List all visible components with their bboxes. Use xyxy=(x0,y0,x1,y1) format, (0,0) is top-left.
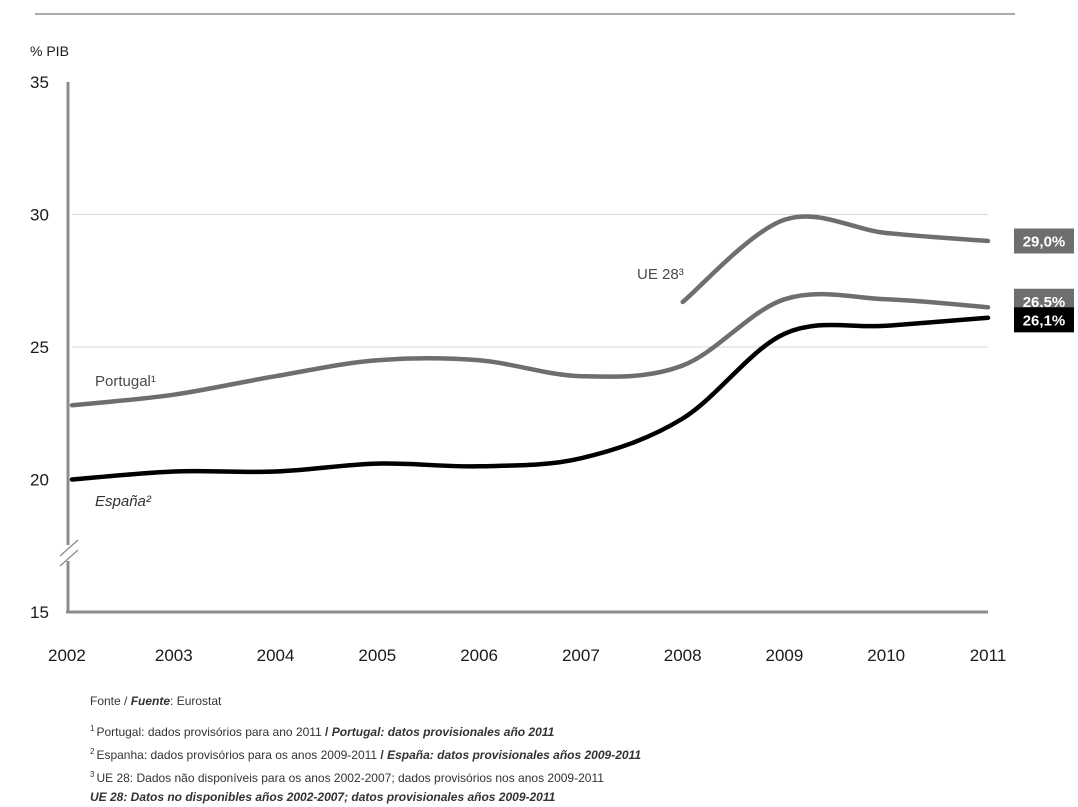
series-label-espana: España² xyxy=(95,493,152,510)
source-prefix: Fonte / xyxy=(90,694,131,708)
y-tick-labels: 15 20 25 30 35 xyxy=(30,73,49,622)
source-fuente: Fuente xyxy=(130,694,171,708)
x-tick-label: 2010 xyxy=(867,646,905,665)
footnote-separator: / xyxy=(321,725,332,739)
notes: Fonte / Fuente: Eurostat 1 Portugal: dado… xyxy=(90,692,1050,807)
footnote-number: 1 xyxy=(90,724,95,733)
footnote-pt: UE 28: Dados não disponíveis para os ano… xyxy=(96,771,604,785)
end-badge xyxy=(1014,307,1074,333)
footnote-3-es: UE 28: Datos no disponibles años 2002-20… xyxy=(90,788,1050,807)
footnote-2: 2 Espanha: dados provisórios para os anos… xyxy=(90,742,1050,765)
series-line-ue-28 xyxy=(680,214,991,305)
series-lines xyxy=(69,214,991,482)
series-line-espa-a xyxy=(69,315,991,482)
x-tick-label: 2006 xyxy=(460,646,498,665)
y-axis-label: % PIB xyxy=(30,43,69,59)
x-tick-label: 2008 xyxy=(664,646,702,665)
end-badge xyxy=(1014,228,1074,254)
end-value-badges: 26,5%26,1% 29,0% xyxy=(1014,228,1074,333)
footnote-es: España: datos provisionales años 2009-20… xyxy=(387,748,641,762)
footnote-3: 3 UE 28: Dados não disponíveis para os an… xyxy=(90,765,1050,788)
footnote-es: UE 28: Datos no disponibles años 2002-20… xyxy=(90,790,556,804)
series-label-ue28: UE 28³ xyxy=(637,266,684,283)
y-tick-label: 25 xyxy=(30,338,49,357)
footnote-separator: / xyxy=(377,748,388,762)
y-tick-label: 30 xyxy=(30,206,49,225)
footnote-number: 2 xyxy=(90,747,95,756)
end-badge-label: 29,0% xyxy=(1023,234,1066,251)
x-tick-label: 2009 xyxy=(766,646,804,665)
series-label-portugal: Portugal¹ xyxy=(95,373,156,390)
x-tick-label: 2004 xyxy=(257,646,295,665)
gridlines xyxy=(72,214,988,348)
y-tick-label: 20 xyxy=(30,471,49,490)
axis-break-mark xyxy=(59,549,79,567)
axes xyxy=(58,82,988,614)
x-tick-label: 2007 xyxy=(562,646,600,665)
footnote-1: 1 Portugal: dados provisórios para ano 20… xyxy=(90,719,1050,742)
series-labels: Portugal¹ España² UE 28³ xyxy=(95,266,684,510)
series-line-portugal xyxy=(69,291,991,408)
footnote-pt: Espanha: dados provisórios para os anos … xyxy=(96,748,378,762)
source-name: : Eurostat xyxy=(170,694,222,708)
source-line: Fonte / Fuente: Eurostat xyxy=(90,692,1050,711)
footnote-number: 3 xyxy=(90,770,95,779)
x-tick-label: 2002 xyxy=(48,646,86,665)
x-tick-labels: 2002 2003 2004 2005 2006 2007 2008 2009 2010 2011 xyxy=(48,646,1006,665)
y-tick-label: 35 xyxy=(30,73,49,92)
axis-break-gap xyxy=(58,545,80,561)
footnote-pt: Portugal: dados provisórios para ano 201… xyxy=(96,725,322,739)
y-tick-label: 15 xyxy=(30,603,49,622)
footnote-es: Portugal: datos provisionales año 2011 xyxy=(331,725,555,739)
end-badge-label: 26,5% xyxy=(1023,294,1066,311)
x-tick-label: 2003 xyxy=(155,646,193,665)
x-tick-label: 2005 xyxy=(358,646,396,665)
x-tick-label: 2011 xyxy=(970,646,1007,665)
end-badge-label: 26,1% xyxy=(1023,312,1066,329)
axis-break-mark xyxy=(59,539,79,557)
